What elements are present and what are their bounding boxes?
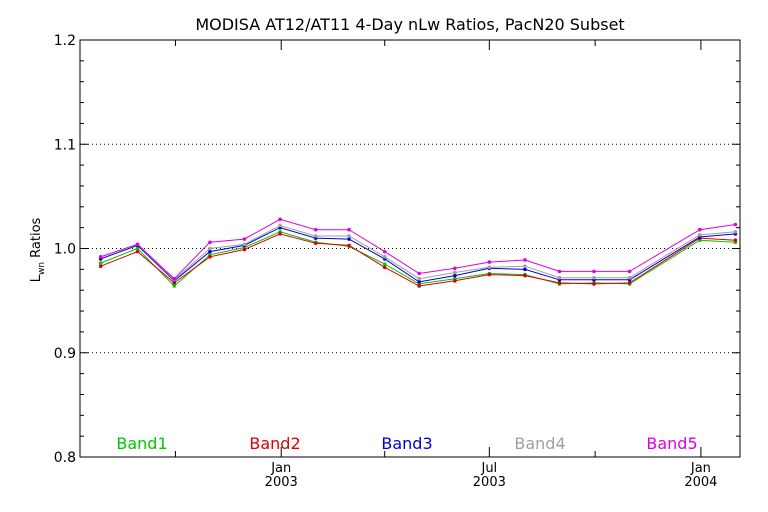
data-point-band2 [98, 264, 103, 269]
x-tick-label-month: Jan [270, 461, 291, 476]
data-point-band5 [417, 271, 421, 276]
data-point-band5 [453, 266, 457, 271]
data-point-band5 [592, 269, 596, 274]
data-point-band5 [135, 242, 140, 247]
data-point-band5 [733, 222, 738, 227]
series-line-band5 [100, 218, 736, 280]
y-axis-label-main: L [29, 274, 44, 282]
data-point-band4 [592, 275, 596, 280]
data-point-band3 [208, 249, 212, 254]
data-point-band4 [382, 255, 387, 259]
y-tick-label: 0.8 [54, 450, 76, 466]
data-point-band5 [98, 255, 103, 259]
data-point-band5 [208, 240, 212, 245]
legend-label-band4: Band4 [514, 434, 565, 453]
data-point-band3 [417, 280, 421, 284]
data-point-band2 [135, 249, 140, 254]
data-point-band3 [523, 267, 527, 272]
data-point-band4 [487, 265, 492, 270]
data-point-band2 [627, 281, 632, 285]
data-point-band2 [487, 272, 492, 277]
y-axis-label-rest: Ratios [29, 217, 44, 262]
data-point-band3 [347, 237, 351, 241]
data-point-band4 [347, 234, 351, 238]
data-point-band4 [733, 230, 738, 234]
y-tick-label: 1.2 [54, 33, 76, 49]
x-tick-label-year: 2003 [473, 475, 506, 490]
data-point-band5 [557, 269, 562, 274]
data-point-band2 [523, 273, 527, 278]
legend-label-band5: Band5 [646, 434, 697, 453]
legend-label-band1: Band1 [116, 434, 167, 453]
data-point-band4 [208, 246, 212, 251]
data-point-band2 [557, 281, 562, 285]
plot-frame [79, 39, 741, 458]
series-line-band1 [100, 231, 736, 287]
data-point-band1 [98, 261, 103, 265]
data-point-band5 [313, 227, 318, 232]
data-point-band5 [172, 276, 177, 281]
data-point-band5 [697, 227, 702, 232]
y-tick-label: 1.0 [54, 242, 76, 258]
data-point-band4 [697, 233, 702, 237]
data-point-band4 [453, 270, 457, 275]
data-point-band4 [417, 276, 421, 281]
series-line-band4 [100, 225, 736, 281]
data-point-band1 [172, 284, 177, 288]
data-point-band2 [417, 284, 421, 288]
data-point-band4 [627, 275, 632, 280]
data-point-band5 [278, 217, 282, 222]
data-point-band4 [523, 264, 527, 269]
series-line-band3 [100, 227, 736, 283]
data-point-band5 [347, 227, 351, 232]
x-tick-label-month: Jul [480, 461, 497, 476]
data-point-band2 [347, 243, 351, 248]
x-tick-label-year: 2004 [684, 475, 717, 490]
x-tick-label-month: Jan [690, 461, 711, 476]
y-tick-label: 1.1 [54, 137, 76, 153]
data-point-band2 [382, 265, 387, 270]
data-point-band2 [313, 241, 318, 246]
data-point-band5 [382, 249, 387, 254]
y-axis-label: Lwn Ratios [29, 217, 47, 282]
data-point-band2 [453, 279, 457, 283]
x-tick-label-year: 2003 [265, 475, 298, 490]
data-point-band1 [382, 262, 387, 266]
y-tick-label: 0.9 [54, 346, 76, 362]
data-point-band4 [557, 275, 562, 280]
data-point-band3 [453, 273, 457, 278]
data-point-band2 [592, 282, 596, 286]
data-point-band5 [627, 269, 632, 274]
data-point-band5 [523, 258, 527, 262]
legend-label-band2: Band2 [249, 434, 300, 453]
data-point-band4 [313, 234, 318, 238]
data-point-band4 [242, 242, 247, 247]
data-point-band5 [242, 237, 247, 241]
data-point-band2 [278, 232, 282, 236]
data-point-band4 [278, 223, 282, 228]
data-point-band2 [733, 238, 738, 242]
series-line-band2 [100, 233, 736, 287]
data-point-band2 [242, 247, 247, 252]
data-point-band2 [208, 255, 212, 259]
data-point-band5 [487, 260, 492, 264]
data-point-band1 [135, 246, 140, 251]
chart-title: MODISA AT12/AT11 4-Day nLw Ratios, PacN2… [195, 15, 624, 34]
legend-label-band3: Band3 [381, 434, 432, 453]
y-axis-label-subscript: wn [37, 262, 47, 275]
